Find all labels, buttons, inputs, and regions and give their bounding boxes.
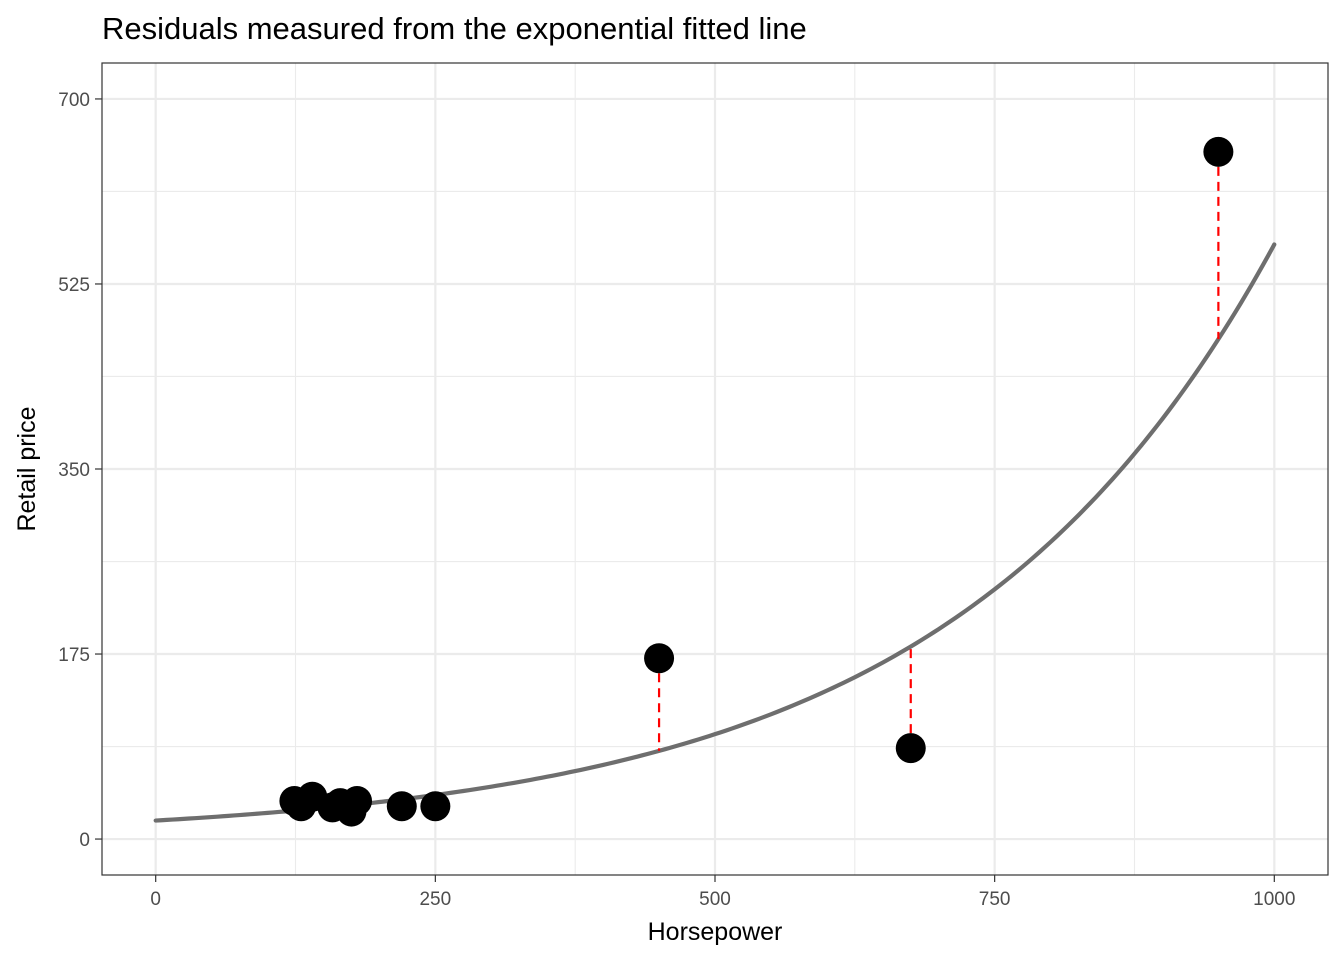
data-point (895, 733, 926, 764)
y-tick-label: 0 (79, 830, 90, 851)
x-tick-label: 250 (419, 889, 451, 910)
chart-title: Residuals measured from the exponential … (102, 11, 807, 46)
y-axis-ticks: 0 175 350 525 700 (58, 90, 102, 851)
x-tick-label: 1000 (1253, 889, 1295, 910)
y-axis-label: Retail price (13, 406, 41, 531)
y-tick-label: 175 (58, 645, 90, 666)
residuals-layer (293, 151, 1220, 812)
y-tick-label: 350 (58, 460, 90, 481)
data-point (342, 785, 373, 816)
x-axis-label: Horsepower (648, 918, 783, 946)
grid-major (102, 63, 1328, 875)
data-point (420, 791, 451, 822)
x-axis-ticks: 0 250 500 750 1000 (150, 875, 1295, 910)
x-tick-label: 500 (699, 889, 731, 910)
x-tick-label: 750 (979, 889, 1011, 910)
data-point (386, 791, 417, 822)
x-tick-label: 0 (150, 889, 161, 910)
points-layer (279, 136, 1234, 827)
y-tick-label: 700 (58, 90, 90, 111)
y-tick-label: 525 (58, 275, 90, 296)
data-point (644, 643, 675, 674)
data-point (1203, 136, 1234, 167)
